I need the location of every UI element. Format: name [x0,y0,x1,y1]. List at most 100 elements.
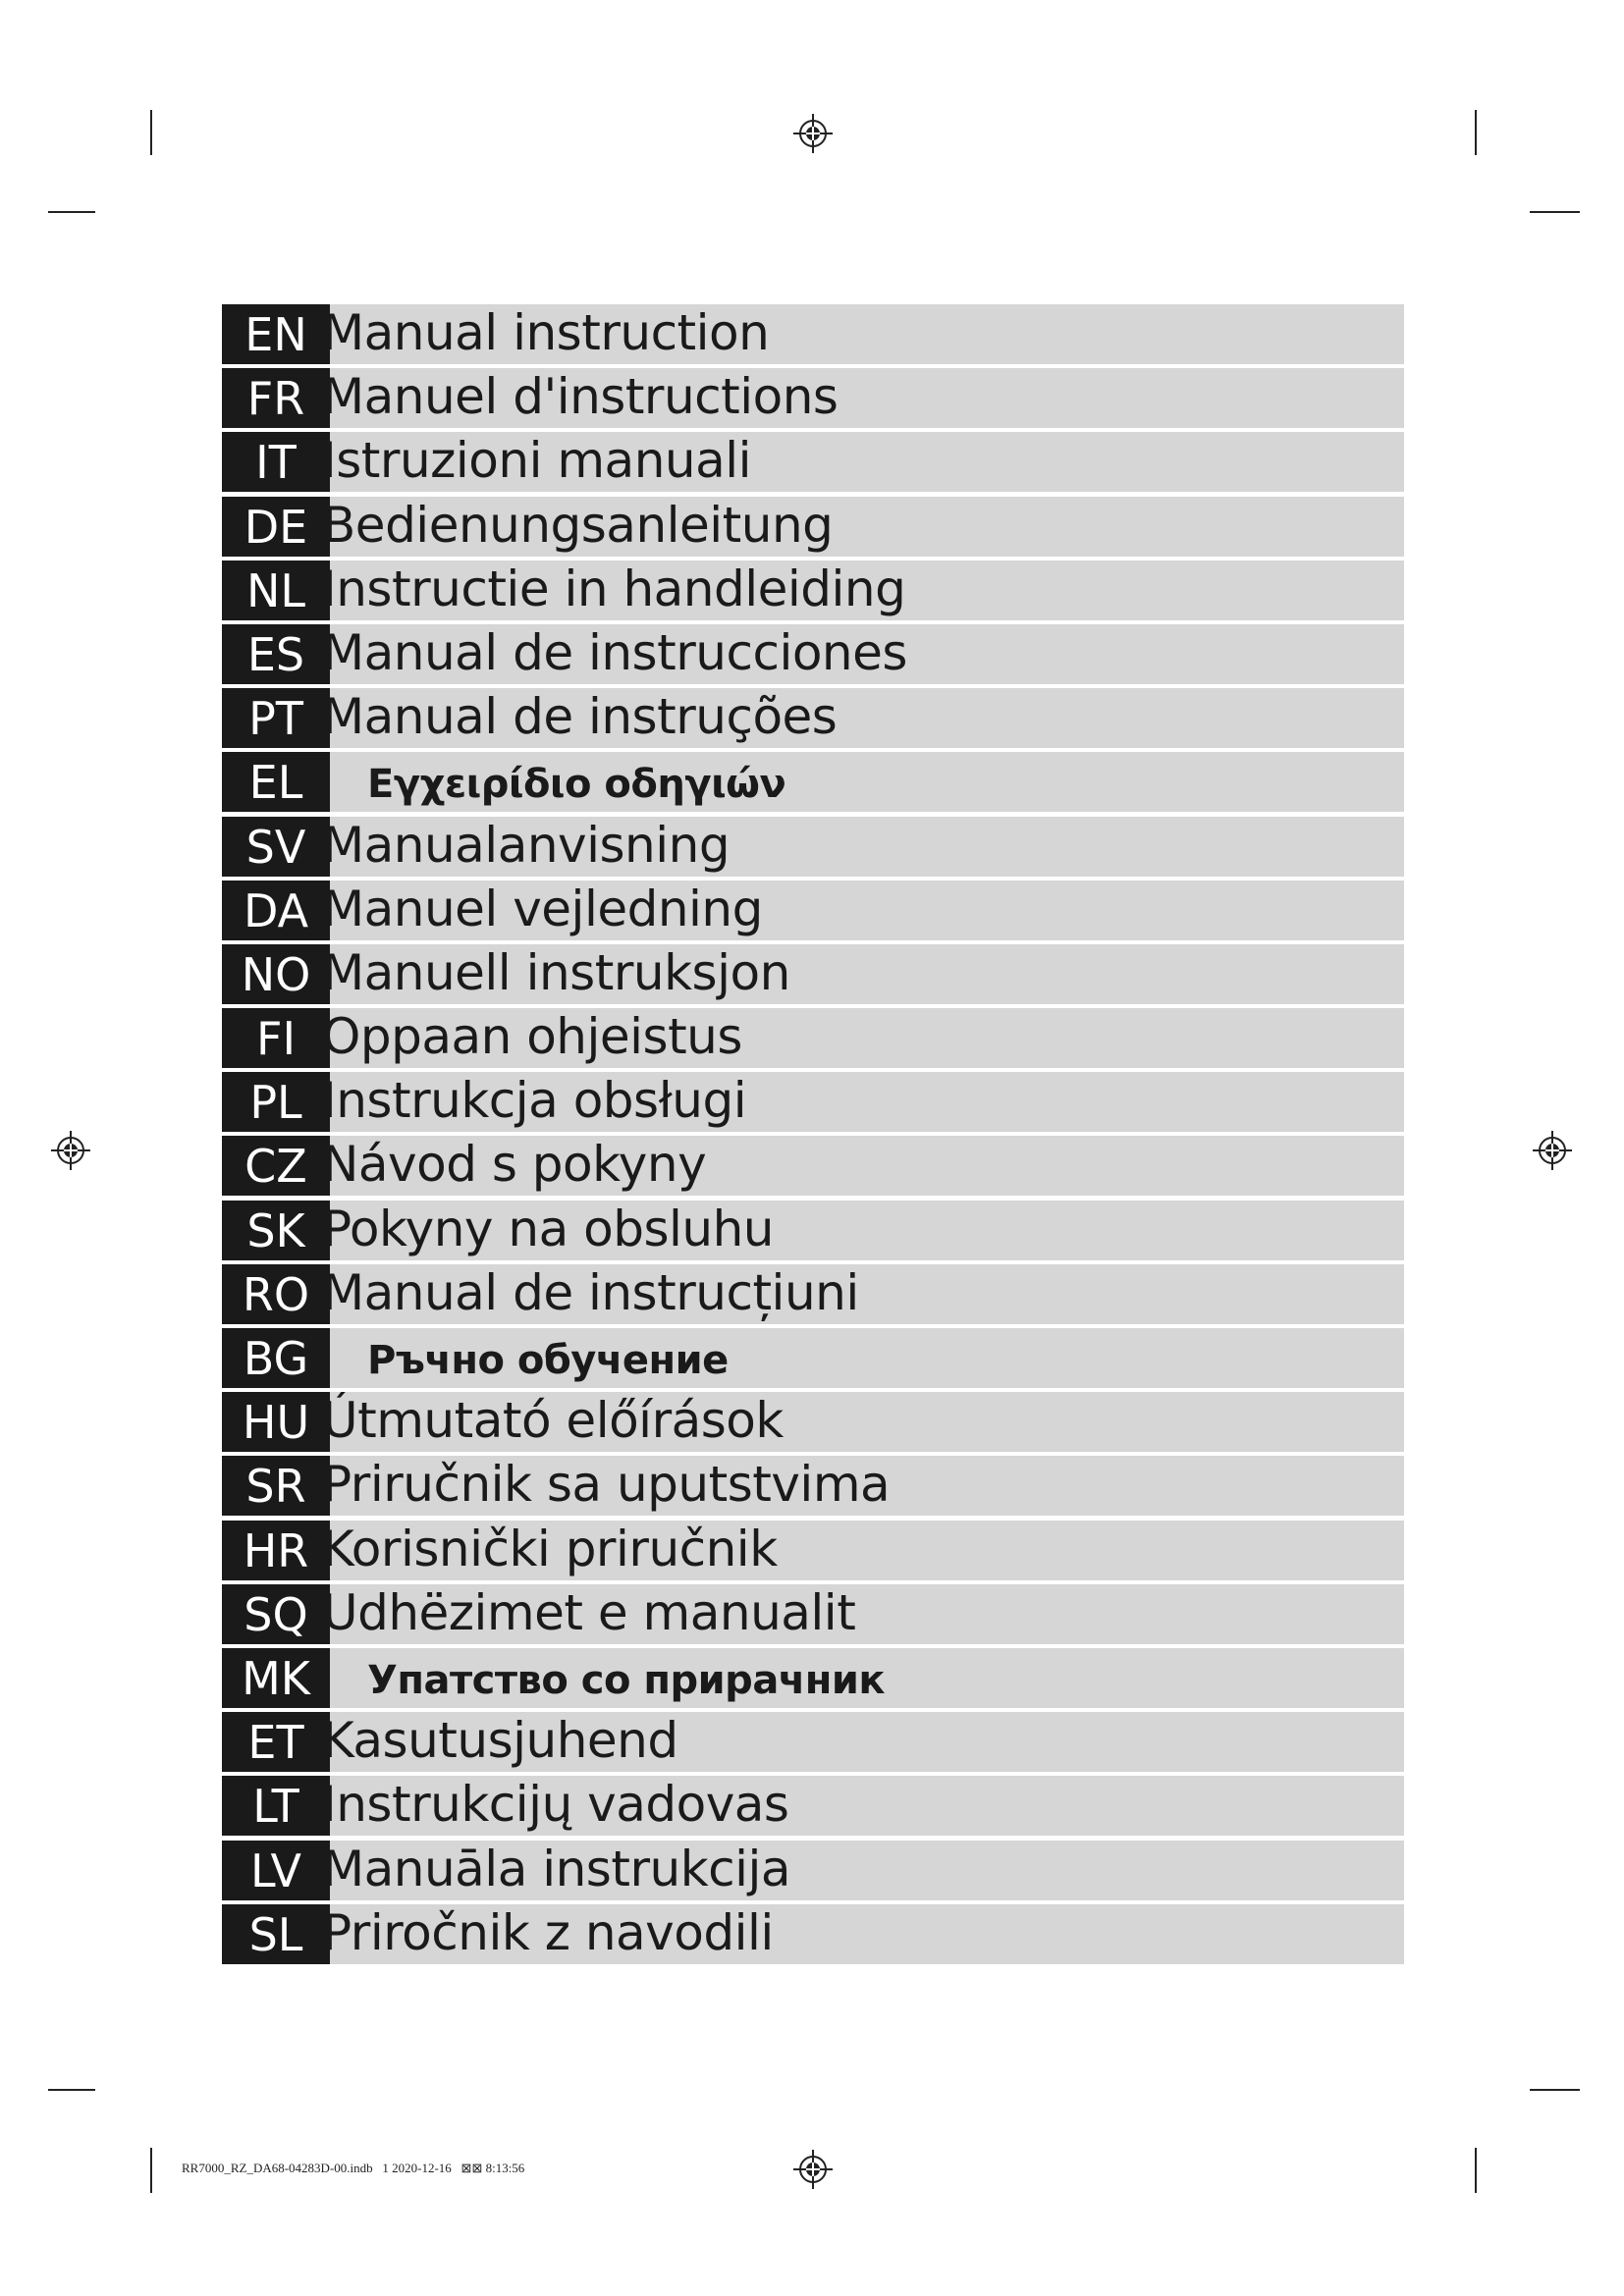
row-background [312,623,1404,684]
language-row-da: Manuel vejledning DA [222,880,1404,944]
manual-title: Korisnički priručnik [322,1520,778,1577]
language-row-el: Εγχειρίδιο οδηγιών EL [222,752,1404,816]
crop-mark [48,211,95,213]
row-background [312,1520,1404,1580]
manual-title: Instrukcja obsługi [322,1072,747,1130]
language-row-sk: Pokyny na obsluhu SK [222,1200,1404,1264]
crop-mark [1530,211,1580,213]
manual-title: Manual instruction [322,304,770,361]
language-code: RO [222,1263,330,1324]
language-code: MK [222,1647,330,1708]
manual-title: Manuell instruksjon [322,943,790,1001]
row-background [312,1392,1404,1453]
manual-title: Návod s pokyny [322,1136,707,1194]
manual-title: Oppaan ohjeistus [322,1008,742,1066]
row-background [312,1008,1404,1069]
manual-title: Pokyny na obsluhu [322,1200,774,1257]
language-code: PL [222,1072,330,1133]
language-code: HR [222,1520,330,1580]
language-row-fi: Oppaan ohjeistus FI [222,1008,1404,1072]
language-row-hr: Korisnički priručnik HR [222,1520,1404,1584]
language-row-bg: Ръчно обучение BG [222,1328,1404,1392]
manual-title: Manuel d'instructions [322,368,839,426]
manual-title: Útmutató előírások [322,1392,784,1450]
row-background [312,1136,1404,1197]
crop-mark [1475,2148,1477,2193]
manual-title: Упатство со прирачник [367,1657,886,1703]
manual-title: Ръчно обучение [367,1338,729,1383]
row-background [312,1072,1404,1133]
language-row-de: Bedienungsanleitung DE [222,496,1404,561]
language-code: HU [222,1392,330,1453]
manual-title: Kasutusjuhend [322,1712,678,1770]
language-row-et: Kasutusjuhend ET [222,1712,1404,1776]
row-background [312,560,1404,620]
crop-mark [150,110,152,155]
manual-title: Manualanvisning [322,816,731,874]
language-row-sq: Udhëzimet e manualit SQ [222,1583,1404,1648]
registration-mark-icon [793,2150,833,2189]
manual-title: Priročnik z navodili [322,1903,774,1961]
language-code: SR [222,1456,330,1517]
manual-title: Bedienungsanleitung [322,496,834,554]
language-row-no: Manuell instruksjon NO [222,943,1404,1008]
registration-mark-icon [793,114,833,153]
row-background [312,688,1404,749]
language-code: SK [222,1200,330,1260]
language-code: FR [222,368,330,429]
language-code: NL [222,560,330,620]
crop-mark [150,2148,152,2193]
row-background [312,1263,1404,1324]
language-row-sr: Priručnik sa uputstvima SR [222,1456,1404,1520]
crop-mark [48,2089,95,2091]
manual-title: Instrukcijų vadovas [322,1776,789,1834]
language-row-mk: Упатство со прирачник MK [222,1647,1404,1712]
language-code: LV [222,1840,330,1900]
row-background [312,304,1404,364]
language-code: BG [222,1328,330,1388]
manual-title: Manuel vejledning [322,880,763,937]
row-background [312,1200,1404,1260]
row-background [312,1647,1404,1708]
language-row-nl: Instructie in handleiding NL [222,560,1404,624]
manual-title: Manual de instrucțiuni [322,1263,859,1321]
crop-mark [1475,110,1477,155]
crop-mark [1530,2089,1580,2091]
language-row-ro: Manual de instrucțiuni RO [222,1263,1404,1328]
registration-mark-icon [51,1131,90,1170]
row-background [312,943,1404,1004]
row-background [312,1903,1404,1964]
manual-title: Priručnik sa uputstvima [322,1456,891,1514]
row-background [312,880,1404,940]
manual-title: Manual de instruções [322,688,838,746]
row-background [312,1456,1404,1517]
language-code: DA [222,880,330,940]
language-code: EL [222,752,330,813]
language-code: ET [222,1712,330,1773]
language-row-pl: Instrukcja obsługi PL [222,1072,1404,1136]
language-code: ES [222,623,330,684]
manual-title: Manuāla instrukcija [322,1840,791,1897]
language-code: SQ [222,1583,330,1644]
print-slug: RR7000_RZ_DA68-04283D-00.indb 1 2020-12-… [182,2161,525,2175]
language-row-sv: Manualanvisning SV [222,816,1404,881]
manual-title: Εγχειρίδιο οδηγιών [367,762,786,808]
language-code: DE [222,496,330,557]
row-background [312,752,1404,813]
language-code: CZ [222,1136,330,1197]
language-row-sl: Priročnik z navodili SL [222,1903,1404,1968]
language-row-pt: Manual de instruções PT [222,688,1404,752]
language-code: NO [222,943,330,1004]
row-background [312,1776,1404,1837]
registration-mark-icon [1533,1131,1572,1170]
language-row-fr: Manuel d'instructions FR [222,368,1404,432]
language-row-cz: Návod s pokyny CZ [222,1136,1404,1200]
language-row-it: Istruzioni manuali IT [222,432,1404,496]
manual-title: Udhëzimet e manualit [322,1583,856,1641]
language-row-es: Manual de instrucciones ES [222,623,1404,688]
language-row-lv: Manuāla instrukcija LV [222,1840,1404,1904]
manual-title: Istruzioni manuali [322,432,752,490]
row-background [312,432,1404,493]
row-background [312,1583,1404,1644]
row-background [312,1712,1404,1773]
